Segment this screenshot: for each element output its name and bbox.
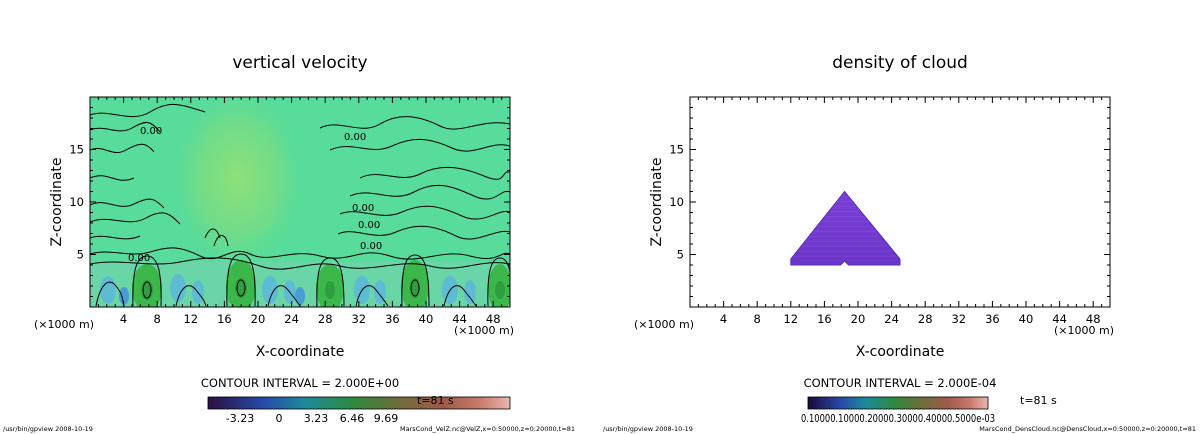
contour-lines [90,104,510,307]
x-tick-labels: 4 8 12 16 20 24 28 32 36 40 44 48 [720,312,1101,326]
x-tick-label: 24 [284,312,299,326]
colorbar-labels: -3.23 0 3.23 6.46 9.69 [226,412,398,425]
colorbar-label: 3.23 [304,412,329,425]
x-tick-label: 28 [318,312,333,326]
cloud-mass [790,190,901,266]
x-unit-right: (×1000 m) [1054,324,1114,337]
colorbar-label: 9.69 [374,412,399,425]
contour-label: 0.00 [128,253,150,264]
velocity-field [90,97,510,307]
y-tick-labels: 5 10 15 [69,143,84,262]
contour-label: 0.00 [344,132,366,143]
x-unit-right: (×1000 m) [454,324,514,337]
y-tick-label: 5 [677,248,684,262]
x-tick-label: 12 [783,312,798,326]
y-tick-labels: 5 10 15 [669,143,684,262]
time-label: t=81 s [1020,394,1057,407]
contour-label: 0.00 [140,126,162,137]
y-axis-label: Z-coordinate [49,157,65,246]
vertical-velocity-panel: vertical velocity [3,53,575,433]
cloud-density-panel: density of cloud 4 8 12 16 20 24 28 32 36 40 44 48 … [603,53,1196,433]
cloud-texture [793,196,896,257]
x-tick-label: 8 [754,312,761,326]
x-unit-left: (×1000 m) [34,318,94,331]
x-tick-label: 48 [1086,312,1101,326]
colorbar-label: 6.46 [340,412,365,425]
contour-labels: 0.00 0.00 0.00 0.00 0.00 0.00 [128,126,382,264]
y-tick-label: 10 [669,195,684,209]
plot-background [690,97,1110,307]
footer-right: MarsCond_VelZ.nc@VelZ,x=0:50000,z=0:2000… [400,425,575,433]
x-tick-label: 12 [183,312,198,326]
x-unit-left: (×1000 m) [634,318,694,331]
colorbar [207,396,511,410]
x-tick-label: 44 [1052,312,1067,326]
x-tick-label: 32 [951,312,966,326]
y-axis-label: Z-coordinate [649,157,665,246]
footer-right: MarsCond_DensCloud.nc@DensCloud,x=0:5000… [979,425,1196,433]
y-tick-label: 15 [69,143,84,157]
x-tick-label: 20 [251,312,266,326]
x-tick-label: 4 [120,312,127,326]
x-tick-label: 40 [1019,312,1034,326]
colorbar [807,396,989,410]
contour-label: 0.00 [360,241,382,252]
contour-label: 0.00 [358,220,380,231]
x-tick-label: 32 [351,312,366,326]
x-axis-label: X-coordinate [256,344,345,360]
x-tick-label: 8 [154,312,161,326]
x-tick-labels: 4 8 12 16 20 24 28 32 36 40 44 48 [120,312,501,326]
contour-interval: CONTOUR INTERVAL = 2.000E+00 [201,376,399,390]
x-tick-label: 48 [486,312,501,326]
x-tick-label: 4 [720,312,727,326]
x-tick-label: 40 [419,312,434,326]
chart-title: density of cloud [832,53,968,73]
axis-ticks [90,97,510,307]
x-tick-label: 36 [985,312,1000,326]
colorbar-label: -3.23 [226,412,254,425]
footer-left: /usr/bin/gpview 2008-10-19 [603,425,693,433]
x-tick-label: 36 [385,312,400,326]
footer-left: /usr/bin/gpview 2008-10-19 [3,425,93,433]
contour-label: 0.00 [352,203,374,214]
axis-ticks [690,97,1110,307]
colorbar-labels-overlapping: 0.10000.10000.20000.30000.40000.5000e-03 [801,412,995,425]
contour-interval: CONTOUR INTERVAL = 2.000E-04 [804,376,997,390]
chart-title: vertical velocity [232,53,367,73]
y-tick-label: 5 [77,248,84,262]
x-tick-label: 28 [918,312,933,326]
time-label: t=81 s [417,394,454,407]
colorbar-label: 0 [276,412,283,425]
x-tick-label: 24 [884,312,899,326]
x-tick-label: 16 [217,312,232,326]
cloud-region [790,190,901,266]
x-tick-label: 16 [817,312,832,326]
x-axis-label: X-coordinate [856,344,945,360]
x-tick-label: 20 [851,312,866,326]
x-tick-label: 44 [452,312,467,326]
y-tick-label: 15 [669,143,684,157]
y-tick-label: 10 [69,195,84,209]
